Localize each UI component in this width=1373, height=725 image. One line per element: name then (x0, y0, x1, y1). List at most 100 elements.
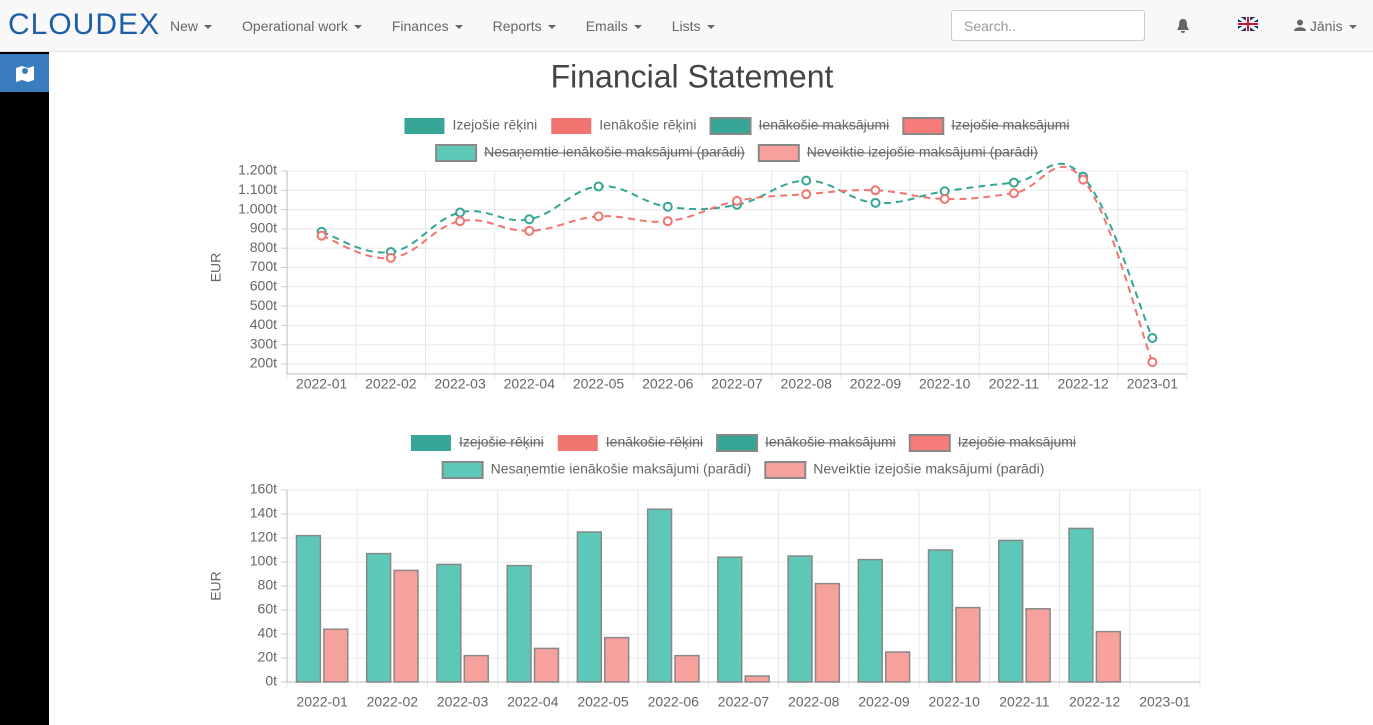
legend-label: Izejošie maksājumi (958, 434, 1076, 450)
x-tick-label: 2022-07 (711, 376, 763, 392)
bell-icon[interactable] (1176, 18, 1190, 34)
search-input[interactable]: Search.. (951, 10, 1145, 41)
bar (323, 628, 349, 683)
legend-item[interactable]: Izejošie rēķini (410, 434, 544, 451)
y-tick-label: 80t (258, 577, 278, 593)
user-menu[interactable]: Jānis (1294, 18, 1357, 34)
x-tick-label: 2022-06 (642, 376, 694, 392)
menu-label[interactable]: Lists (671, 18, 701, 34)
menu-label[interactable]: New (170, 18, 199, 34)
y-tick-label: 60t (258, 601, 278, 617)
point (385, 252, 396, 263)
legend-label: Neveiktie izejošie maksājumi (parādi) (807, 144, 1038, 160)
point (870, 197, 881, 208)
flag-icon[interactable] (1238, 17, 1258, 31)
legend-label: Izejošie rēķini (459, 434, 544, 450)
menu-label[interactable]: Reports (492, 18, 542, 34)
user-icon (1294, 19, 1306, 31)
bar (604, 636, 630, 683)
line-series (321, 162, 1154, 339)
bar (646, 508, 673, 683)
menu-label[interactable]: Operational work (242, 18, 348, 34)
legend-swatch (757, 144, 800, 162)
bar (787, 555, 813, 683)
legend-item[interactable]: Izejošie maksājumi (908, 434, 1077, 452)
legend-item[interactable]: Neveiktie izejošie maksājumi (parādi) (757, 144, 1038, 162)
menu-label[interactable]: Finances (391, 18, 449, 34)
legend-label: Neveiktie izejošie maksājumi (parādi) (813, 461, 1044, 477)
legend-swatch (716, 434, 759, 452)
point (455, 207, 466, 218)
point (316, 230, 327, 241)
user-name[interactable]: Jānis (1309, 18, 1343, 34)
x-tick-label: 2022-08 (788, 694, 840, 710)
x-tick-label: 2022-12 (1069, 694, 1121, 710)
y-tick-label: 800t (250, 239, 277, 255)
menu-item[interactable]: Reports (493, 18, 556, 34)
legend-label: Ienākošie maksājumi (765, 434, 896, 450)
legend-item[interactable]: Izejošie maksājumi (902, 117, 1070, 135)
bar (717, 556, 743, 683)
legend-label: Izejošie rēķini (452, 117, 537, 133)
y-tick-label: 1.100t (238, 181, 277, 197)
legend-item[interactable]: Ienākošie maksājumi (709, 117, 890, 135)
logo[interactable]: CLOUDEX (8, 8, 161, 41)
legend-item[interactable]: Nesaņemtie ienākošie maksājumi (parādi) (435, 144, 745, 162)
x-tick-label: 2022-03 (437, 694, 489, 710)
x-tick-label: 2023-01 (1127, 376, 1179, 392)
legend-swatch (435, 144, 478, 162)
bar (533, 647, 560, 683)
legend-item[interactable]: Ienākošie maksājumi (716, 434, 896, 452)
menu-label[interactable]: Emails (585, 18, 628, 34)
bar (576, 531, 603, 683)
legend-swatch (902, 117, 945, 135)
point (455, 216, 466, 227)
y-tick-label: 700t (250, 258, 277, 274)
legend-label: Ienākošie rēķini (606, 434, 703, 450)
x-tick-label: 2022-05 (573, 376, 625, 392)
point (801, 189, 812, 200)
legend-item[interactable]: Izejošie rēķini (404, 117, 537, 134)
y-tick-label: 0t (265, 673, 277, 689)
point (593, 181, 604, 192)
legend-item[interactable]: Ienākošie rēķini (557, 434, 704, 451)
menu-item[interactable]: Operational work (242, 18, 362, 34)
x-tick-label: 2022-11 (999, 694, 1050, 710)
legend-swatch (551, 118, 592, 134)
point (732, 195, 742, 206)
bar (436, 563, 462, 683)
bar (998, 539, 1024, 683)
legend-swatch (557, 435, 598, 451)
menu-item[interactable]: New (170, 18, 213, 34)
x-tick-label: 2022-01 (296, 376, 348, 392)
menu-item[interactable]: Emails (586, 18, 642, 34)
sidebar-button[interactable] (0, 54, 49, 92)
legend-item[interactable]: Nesaņemtie ienākošie maksājumi (parādi) (441, 461, 752, 479)
point (801, 175, 812, 186)
legend-label: Nesaņemtie ienākošie maksājumi (parādi) (484, 144, 745, 160)
x-tick-label: 2022-08 (781, 376, 833, 392)
bar (393, 569, 419, 683)
legend-item[interactable]: Neveiktie izejošie maksājumi (parādi) (764, 461, 1044, 479)
line-series (321, 165, 1154, 363)
y-axis-title: EUR (208, 571, 224, 601)
y-tick-label: 120t (250, 529, 277, 545)
x-tick-label: 2022-10 (928, 694, 980, 710)
bar (814, 582, 841, 683)
bar (463, 654, 489, 683)
x-tick-label: 2022-04 (504, 376, 556, 392)
legend-swatch (764, 461, 807, 479)
x-tick-label: 2022-10 (919, 376, 971, 392)
x-tick-label: 2022-09 (850, 376, 902, 392)
bar (1068, 527, 1094, 683)
y-tick-label: 200t (250, 355, 277, 371)
menu-item[interactable]: Lists (672, 18, 715, 34)
bar (955, 606, 981, 683)
menu-item[interactable]: Finances (392, 18, 463, 34)
legend-label: Nesaņemtie ienākošie maksājumi (parādi) (491, 461, 752, 477)
point (870, 185, 881, 196)
legend-item[interactable]: Ienākošie rēķini (551, 117, 697, 134)
y-tick-label: 100t (250, 553, 277, 569)
point (524, 214, 535, 225)
